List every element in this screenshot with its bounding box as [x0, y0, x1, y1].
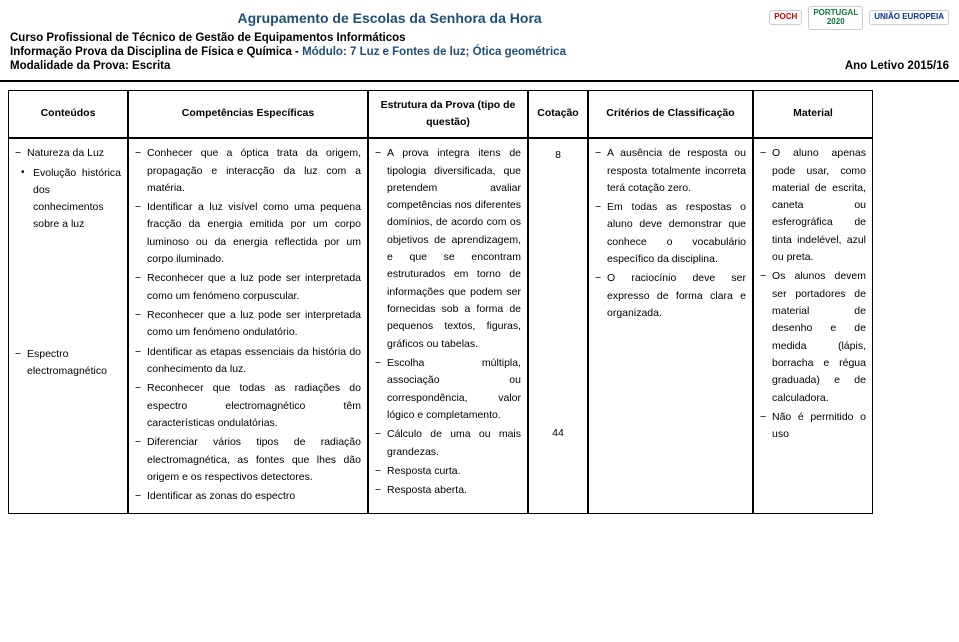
criterio-item: O raciocínio deve ser expresso de forma … [595, 270, 746, 322]
logo-strip: POCH PORTUGAL 2020 UNIÃO EUROPEIA [769, 6, 949, 30]
th-criterios: Critérios de Classificação [588, 90, 753, 139]
th-conteudos: Conteúdos [8, 90, 128, 139]
cotacao-value: 8 [535, 147, 581, 164]
estrutura-item: Cálculo de uma ou mais grandezas. [375, 426, 521, 461]
cell-cotacao: 8 44 [528, 138, 588, 514]
content-table: Conteúdos Competências Específicas Estru… [8, 90, 951, 515]
th-material: Material [753, 90, 873, 139]
competencia-item: Reconhecer que todas as radiações do esp… [135, 380, 361, 432]
document-header: Agrupamento de Escolas da Senhora da Hor… [0, 0, 959, 74]
criterio-item: A ausência de resposta ou resposta total… [595, 145, 746, 197]
portugal-text: PORTUGAL [813, 8, 858, 17]
conteudo-item: Natureza da Luz [15, 145, 121, 162]
cell-estrutura: A prova integra itens de tipologia diver… [368, 138, 528, 514]
material-item: O aluno apenas pode usar, como material … [760, 145, 866, 266]
modality: Modalidade da Prova: Escrita [10, 60, 170, 72]
cotacao-value: 44 [535, 425, 581, 442]
course-line: Curso Profissional de Técnico de Gestão … [10, 32, 949, 44]
eu-logo: UNIÃO EUROPEIA [869, 10, 949, 25]
estrutura-item: A prova integra itens de tipologia diver… [375, 145, 521, 353]
th-cotacao: Cotação [528, 90, 588, 139]
conteudo-item: Espectro electromagnético [15, 346, 121, 381]
estrutura-item: Escolha múltipla, associação ou correspo… [375, 355, 521, 424]
header-divider [0, 80, 959, 82]
cell-competencias: Conhecer que a óptica trata da origem, p… [128, 138, 368, 514]
th-estrutura: Estrutura da Prova (tipo de questão) [368, 90, 528, 139]
school-year: Ano Letivo 2015/16 [845, 60, 949, 72]
conteudo-subitem: Evolução histórica dos conhecimentos sob… [21, 165, 121, 234]
competencia-item: Identificar as etapas essenciais da hist… [135, 344, 361, 379]
material-item: Os alunos devem ser portadores de materi… [760, 268, 866, 407]
poch-logo: POCH [769, 10, 802, 25]
th-competencias: Competências Específicas [128, 90, 368, 139]
info-prefix: Informação Prova da Disciplina de Física… [10, 46, 302, 58]
info-module: Módulo: 7 Luz e Fontes de luz; Ótica geo… [302, 46, 566, 58]
competencia-item: Reconhecer que a luz pode ser interpreta… [135, 270, 361, 305]
material-item: Não é permitido o uso [760, 409, 866, 444]
criterio-item: Em todas as respostas o aluno deve demon… [595, 199, 746, 268]
school-title: Agrupamento de Escolas da Senhora da Hor… [10, 6, 769, 26]
info-line: Informação Prova da Disciplina de Física… [10, 46, 949, 58]
estrutura-item: Resposta curta. [375, 463, 521, 480]
competencia-item: Identificar a luz visível como uma peque… [135, 199, 361, 268]
estrutura-item: Resposta aberta. [375, 482, 521, 499]
cell-criterios: A ausência de resposta ou resposta total… [588, 138, 753, 514]
cell-conteudos: Natureza da Luz Evolução histórica dos c… [8, 138, 128, 514]
competencia-item: Reconhecer que a luz pode ser interpreta… [135, 307, 361, 342]
competencia-item: Conhecer que a óptica trata da origem, p… [135, 145, 361, 197]
portugal2020-logo: PORTUGAL 2020 [808, 6, 863, 30]
year2020-text: 2020 [827, 17, 845, 26]
competencia-item: Identificar as zonas do espectro [135, 488, 361, 505]
competencia-item: Diferenciar vários tipos de radiação ele… [135, 434, 361, 486]
cell-material: O aluno apenas pode usar, como material … [753, 138, 873, 514]
